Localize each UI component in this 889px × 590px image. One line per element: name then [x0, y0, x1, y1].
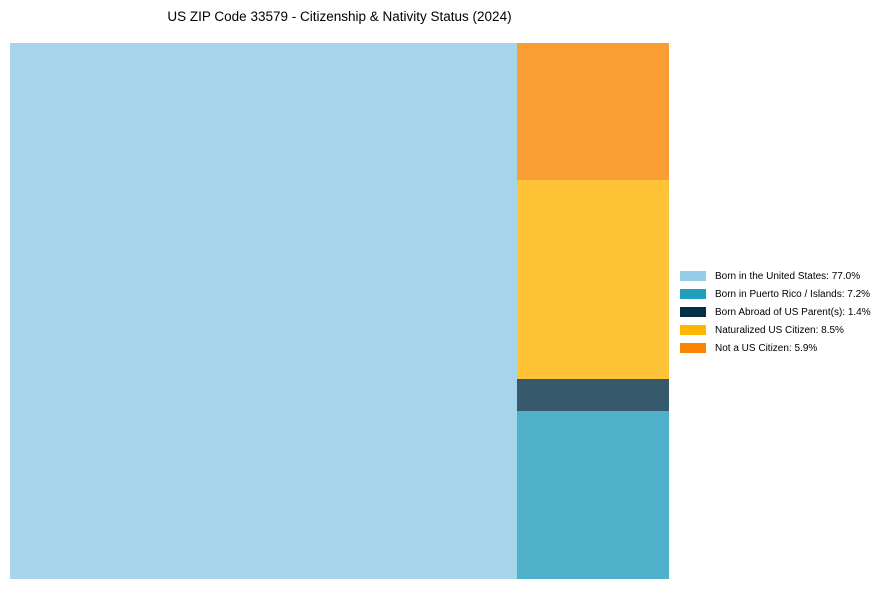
- legend: Born in the United States: 77.0% Born in…: [680, 267, 871, 357]
- chart-title: US ZIP Code 33579 - Citizenship & Nativi…: [167, 9, 512, 24]
- legend-swatch: [680, 343, 706, 353]
- legend-swatch: [680, 307, 706, 317]
- legend-item-born-puerto-rico: Born in Puerto Rico / Islands: 7.2%: [680, 285, 871, 303]
- legend-label: Born Abroad of US Parent(s): 1.4%: [715, 306, 871, 318]
- legend-label: Naturalized US Citizen: 8.5%: [715, 324, 844, 336]
- legend-swatch: [680, 325, 706, 335]
- legend-item-born-abroad: Born Abroad of US Parent(s): 1.4%: [680, 303, 871, 321]
- legend-swatch: [680, 271, 706, 281]
- tile-born-puerto-rico: [517, 411, 669, 579]
- legend-label: Born in the United States: 77.0%: [715, 270, 861, 282]
- tile-not-citizen: [517, 43, 669, 180]
- legend-swatch: [680, 289, 706, 299]
- legend-label: Not a US Citizen: 5.9%: [715, 342, 818, 354]
- tile-born-in-us: [10, 43, 517, 579]
- legend-item-naturalized: Naturalized US Citizen: 8.5%: [680, 321, 871, 339]
- legend-label: Born in Puerto Rico / Islands: 7.2%: [715, 288, 871, 300]
- tile-naturalized: [517, 180, 669, 379]
- legend-item-not-citizen: Not a US Citizen: 5.9%: [680, 339, 871, 357]
- legend-item-born-in-us: Born in the United States: 77.0%: [680, 267, 871, 285]
- tile-born-abroad-us-parents: [517, 379, 669, 411]
